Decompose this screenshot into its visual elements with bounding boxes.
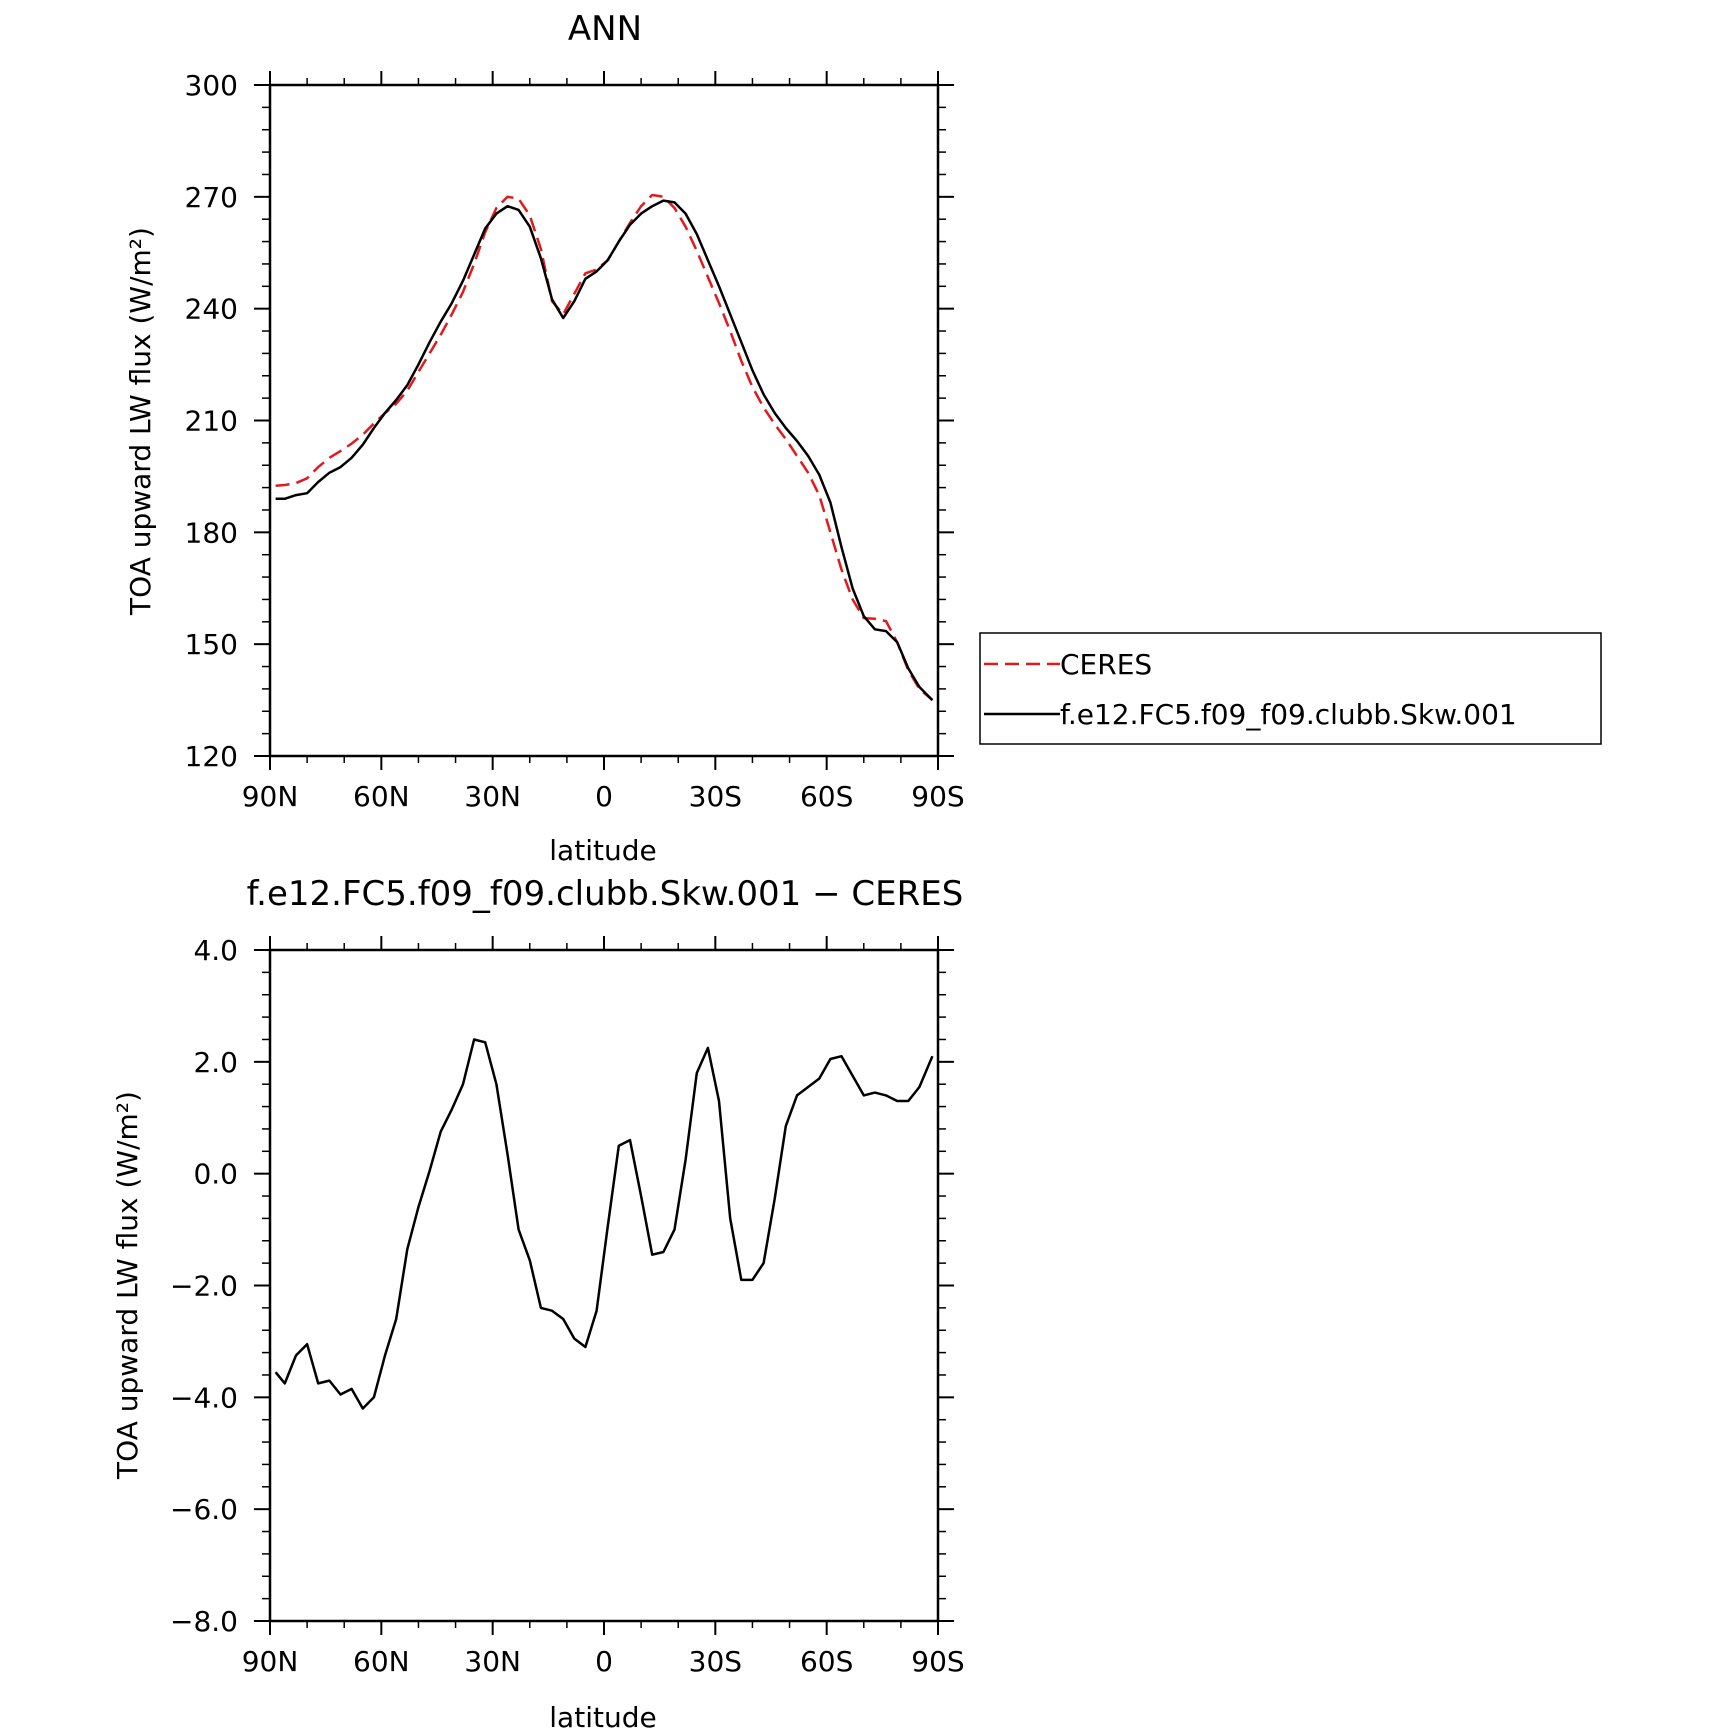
top-x-tick-label: 90N: [242, 780, 299, 813]
top-y-tick-label: 120: [185, 740, 238, 773]
top-x-tick-label: 30S: [689, 780, 742, 813]
bottom-plot-frame: [268, 948, 940, 1623]
top-plot-frame: [268, 83, 940, 758]
top-x-axis-title: latitude: [549, 834, 656, 867]
bottom-chart-title: f.e12.FC5.f09_f09.clubb.Skw.001 − CERES: [247, 874, 964, 914]
bottom-y-tick-label: −4.0: [170, 1381, 238, 1414]
bottom-x-tick-label: 30S: [689, 1645, 742, 1678]
bottom-x-tick-label: 0: [595, 1645, 613, 1678]
bottom-y-tick-label: 0.0: [193, 1158, 238, 1191]
bottom-series-line-1: [274, 1038, 934, 1410]
bottom-x-tick-label: 30N: [464, 1645, 521, 1678]
bottom-y-tick-label: 2.0: [193, 1046, 238, 1079]
top-y-tick-label: 210: [185, 405, 238, 438]
legend-label-ceres: CERES: [1060, 648, 1152, 681]
top-chart-title: ANN: [568, 9, 642, 49]
top-x-tick-label: 0: [595, 780, 613, 813]
top-x-tick-label: 60S: [800, 780, 853, 813]
top-x-tick-label: 60N: [353, 780, 410, 813]
top-y-tick-label: 150: [185, 628, 238, 661]
top-x-tick-label: 30N: [464, 780, 521, 813]
bottom-y-tick-label: −8.0: [170, 1605, 238, 1638]
bottom-x-tick-label: 90S: [911, 1645, 964, 1678]
bottom-x-tick-label: 60N: [353, 1645, 410, 1678]
top-y-tick-label: 300: [185, 69, 238, 102]
bottom-plot-area: 90N 60N 30N 0 30S 60S 90S −8.0 −6.0 −4.0 −2.0 0.0 2.…: [170, 934, 965, 1678]
bottom-y-tick-label: −6.0: [170, 1493, 238, 1526]
bottom-x-axis-title: latitude: [549, 1701, 656, 1734]
bottom-y-tick-label: 4.0: [193, 934, 238, 967]
legend: CERES f.e12.FC5.f09_f09.clubb.Skw.001: [979, 632, 1602, 745]
legend-box: [979, 632, 1602, 745]
top-panel: ANN TOA upward LW flux (W/m²) latitude 9…: [124, 9, 1602, 867]
bottom-x-tick-label: 90N: [242, 1645, 299, 1678]
bottom-x-tick-label: 60S: [800, 1645, 853, 1678]
top-series-line-1: [275, 193, 934, 702]
top-y-axis-title: TOA upward LW flux (W/m²): [124, 227, 157, 616]
top-series-line-2: [275, 199, 934, 701]
bottom-y-axis-title: TOA upward LW flux (W/m²): [111, 1091, 144, 1480]
top-y-tick-label: 240: [185, 293, 238, 326]
legend-label-model: f.e12.FC5.f09_f09.clubb.Skw.001: [1060, 698, 1517, 731]
bottom-panel: f.e12.FC5.f09_f09.clubb.Skw.001 − CERES …: [111, 874, 965, 1734]
bottom-y-tick-label: −2.0: [170, 1270, 238, 1303]
top-plot-area: 90N 60N 30N 0 30S 60S 90S 120 150 180 210 240 270 300: [185, 69, 965, 813]
top-y-tick-label: 180: [185, 516, 238, 549]
top-x-tick-label: 90S: [911, 780, 964, 813]
top-y-tick-label: 270: [185, 181, 238, 214]
